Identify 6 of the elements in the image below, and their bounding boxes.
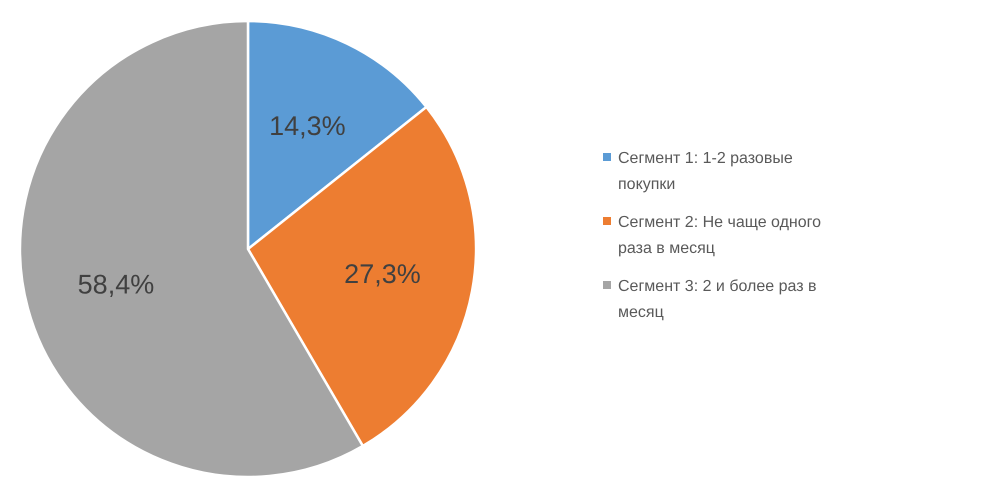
data-label: 14,3% (269, 110, 346, 141)
legend-label: Сегмент 3: 2 и более раз в месяц (618, 278, 816, 320)
data-label: 27,3% (344, 259, 421, 290)
legend-label: Сегмент 1: 1-2 разовые покупки (618, 150, 793, 192)
legend-label: Сегмент 2: Не чаще одного раза в месяц (618, 214, 822, 256)
data-label: 58,4% (78, 270, 154, 300)
